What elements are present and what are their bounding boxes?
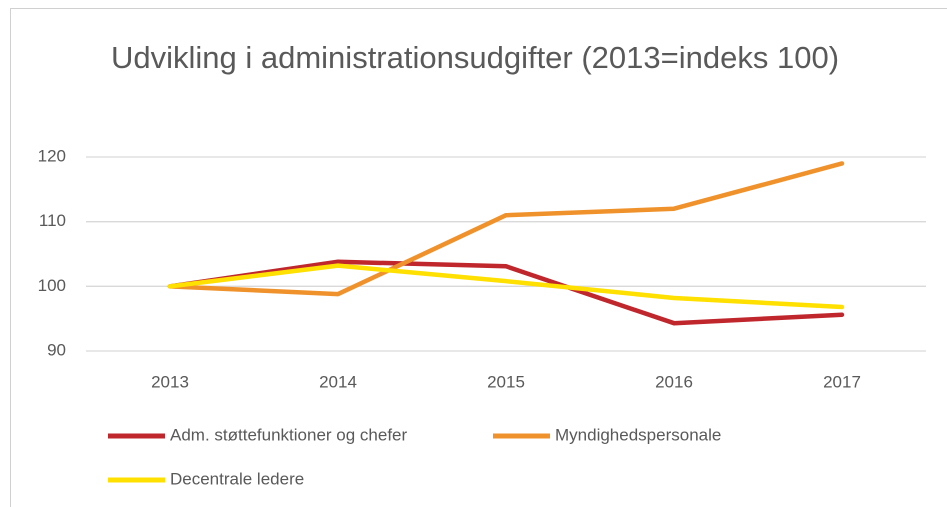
chart-title: Udvikling i administrationsudgifter (201…: [110, 40, 840, 75]
x-tick-label: 2015: [487, 372, 525, 391]
y-tick-label: 120: [38, 146, 66, 165]
series-line: [167, 263, 845, 310]
x-tick-label: 2013: [151, 372, 189, 391]
series-line: [167, 161, 845, 297]
chart-border: [10, 8, 947, 507]
x-tick-label: 2016: [655, 372, 693, 391]
legend-label: Adm. støttefunktioner og chefer: [170, 425, 408, 444]
x-tick-label: 2014: [319, 372, 357, 391]
y-tick-label: 110: [39, 211, 66, 230]
legend-label: Decentrale ledere: [170, 469, 304, 488]
y-tick-label: 100: [38, 276, 66, 295]
y-tick-label: 90: [47, 340, 66, 359]
series-line: [167, 259, 845, 326]
legend-label: Myndighedspersonale: [555, 425, 721, 444]
x-tick-label: 2017: [823, 372, 861, 391]
